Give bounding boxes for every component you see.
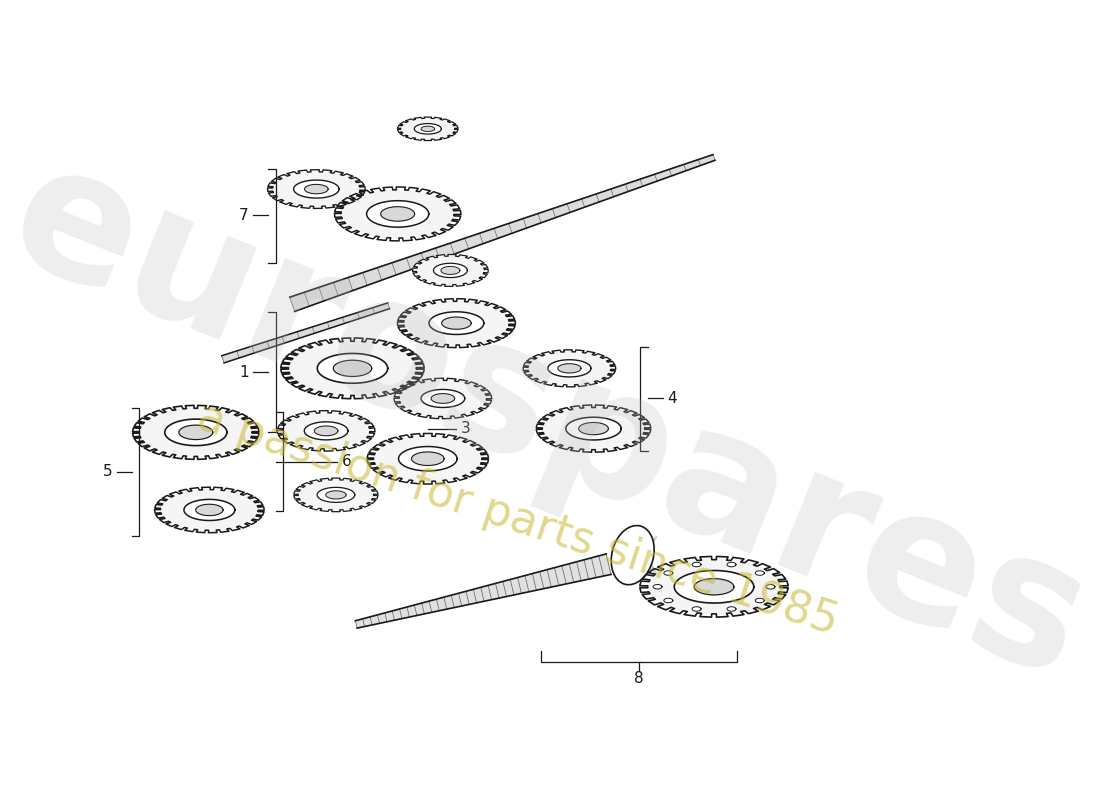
Polygon shape [756, 570, 764, 575]
Polygon shape [317, 354, 387, 383]
Polygon shape [315, 426, 338, 436]
Polygon shape [528, 352, 611, 385]
Polygon shape [766, 585, 775, 589]
Polygon shape [196, 504, 223, 516]
Polygon shape [374, 436, 482, 482]
Polygon shape [417, 256, 484, 285]
Polygon shape [394, 378, 492, 418]
Polygon shape [412, 254, 488, 286]
Polygon shape [756, 598, 764, 602]
Text: 1: 1 [239, 365, 249, 380]
Polygon shape [283, 413, 370, 449]
Polygon shape [273, 172, 360, 206]
Polygon shape [648, 560, 780, 614]
Text: a passion for parts since 1985: a passion for parts since 1985 [192, 395, 844, 643]
Polygon shape [294, 180, 339, 198]
Polygon shape [558, 364, 581, 373]
Polygon shape [727, 606, 736, 611]
Polygon shape [421, 126, 434, 131]
Polygon shape [267, 170, 365, 209]
Polygon shape [664, 598, 673, 602]
Polygon shape [289, 154, 715, 311]
Polygon shape [692, 606, 701, 611]
Polygon shape [165, 419, 227, 446]
Polygon shape [441, 266, 460, 274]
Polygon shape [277, 410, 375, 451]
Polygon shape [140, 408, 252, 457]
Polygon shape [341, 190, 454, 238]
Polygon shape [421, 390, 464, 407]
Polygon shape [524, 350, 616, 387]
Polygon shape [579, 422, 608, 434]
Polygon shape [433, 263, 468, 278]
Polygon shape [542, 407, 645, 450]
Polygon shape [664, 570, 673, 575]
Text: 4: 4 [668, 391, 676, 406]
Polygon shape [381, 206, 415, 221]
Polygon shape [442, 317, 471, 330]
Polygon shape [632, 536, 657, 555]
Polygon shape [334, 187, 461, 241]
Polygon shape [280, 338, 425, 398]
Polygon shape [161, 490, 258, 530]
Polygon shape [397, 117, 458, 141]
Text: 5: 5 [102, 464, 112, 479]
Text: eurospares: eurospares [0, 126, 1100, 716]
Polygon shape [366, 201, 429, 227]
Polygon shape [184, 499, 234, 521]
Text: 8: 8 [634, 671, 643, 686]
Polygon shape [536, 405, 651, 452]
Ellipse shape [612, 526, 654, 585]
Polygon shape [398, 446, 458, 471]
Polygon shape [548, 360, 591, 377]
Polygon shape [694, 578, 734, 595]
Polygon shape [355, 554, 610, 628]
Text: 7: 7 [239, 208, 249, 223]
Polygon shape [288, 342, 417, 395]
Polygon shape [305, 422, 348, 440]
Polygon shape [692, 562, 701, 567]
Polygon shape [727, 562, 736, 567]
Polygon shape [399, 380, 486, 417]
Polygon shape [317, 487, 354, 502]
Polygon shape [298, 480, 374, 510]
Text: 3: 3 [461, 421, 471, 436]
Polygon shape [415, 123, 441, 134]
Polygon shape [133, 406, 260, 459]
Polygon shape [632, 555, 657, 574]
Polygon shape [674, 570, 754, 603]
Polygon shape [404, 302, 509, 345]
Polygon shape [179, 425, 212, 439]
Polygon shape [565, 418, 621, 440]
Polygon shape [640, 557, 789, 617]
Polygon shape [222, 303, 389, 363]
Polygon shape [429, 312, 484, 334]
Polygon shape [653, 585, 662, 589]
Polygon shape [305, 184, 328, 194]
Polygon shape [154, 487, 264, 533]
Polygon shape [333, 360, 372, 377]
Polygon shape [294, 478, 378, 512]
Polygon shape [431, 394, 454, 403]
Polygon shape [400, 118, 455, 139]
Polygon shape [367, 434, 488, 484]
Polygon shape [411, 452, 444, 466]
Text: 6: 6 [342, 454, 352, 470]
Polygon shape [397, 298, 516, 348]
Polygon shape [326, 491, 346, 499]
